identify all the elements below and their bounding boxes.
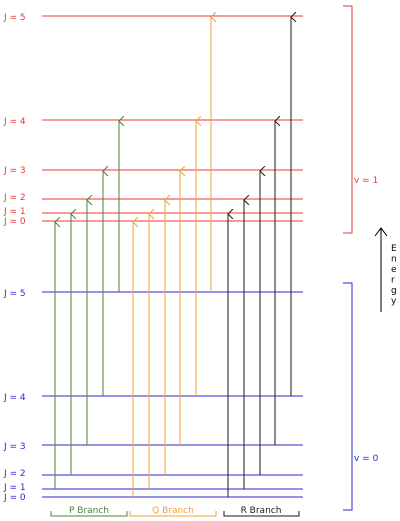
p-branch-transitions — [55, 121, 119, 489]
q-branch-transitions — [133, 17, 211, 497]
upper-level-label-j0: J = 0 — [3, 217, 26, 227]
lower-level-label-j1: J = 1 — [3, 483, 26, 493]
upper-levels: J = 5 J = 4 J = 3 J = 2 J = 1 J = 0 — [3, 13, 303, 227]
r-branch-group: R Branch — [223, 506, 300, 517]
lower-level-label-j5: J = 5 — [3, 289, 26, 299]
r-branch-transitions — [228, 17, 291, 497]
lower-level-label-j0: J = 0 — [3, 493, 26, 503]
energy-arrow-head — [374, 227, 388, 237]
upper-level-label-j1: J = 1 — [3, 207, 26, 217]
lower-level-label-j3: J = 3 — [3, 442, 26, 452]
v1-bracket: v = 1 — [343, 5, 378, 234]
q-branch-label: Q Branch — [152, 506, 194, 516]
v1-label: v = 1 — [354, 176, 378, 186]
q-branch-group: Q Branch — [129, 506, 217, 517]
upper-level-label-j5: J = 5 — [3, 13, 26, 23]
r-branch-label: R Branch — [241, 506, 282, 516]
v0-bracket: v = 0 — [343, 282, 379, 511]
upper-level-label-j3: J = 3 — [3, 166, 26, 176]
lower-levels: J = 5 J = 4 J = 3 J = 2 J = 1 J = 0 — [3, 289, 303, 503]
p-branch-label: P Branch — [69, 506, 109, 516]
p-branch-group: P Branch — [50, 506, 128, 517]
lower-level-label-j2: J = 2 — [3, 469, 26, 479]
upper-level-label-j4: J = 4 — [3, 117, 26, 127]
upper-level-label-j2: J = 2 — [3, 193, 26, 203]
lower-level-label-j4: J = 4 — [3, 393, 26, 403]
v0-label: v = 0 — [354, 454, 379, 464]
